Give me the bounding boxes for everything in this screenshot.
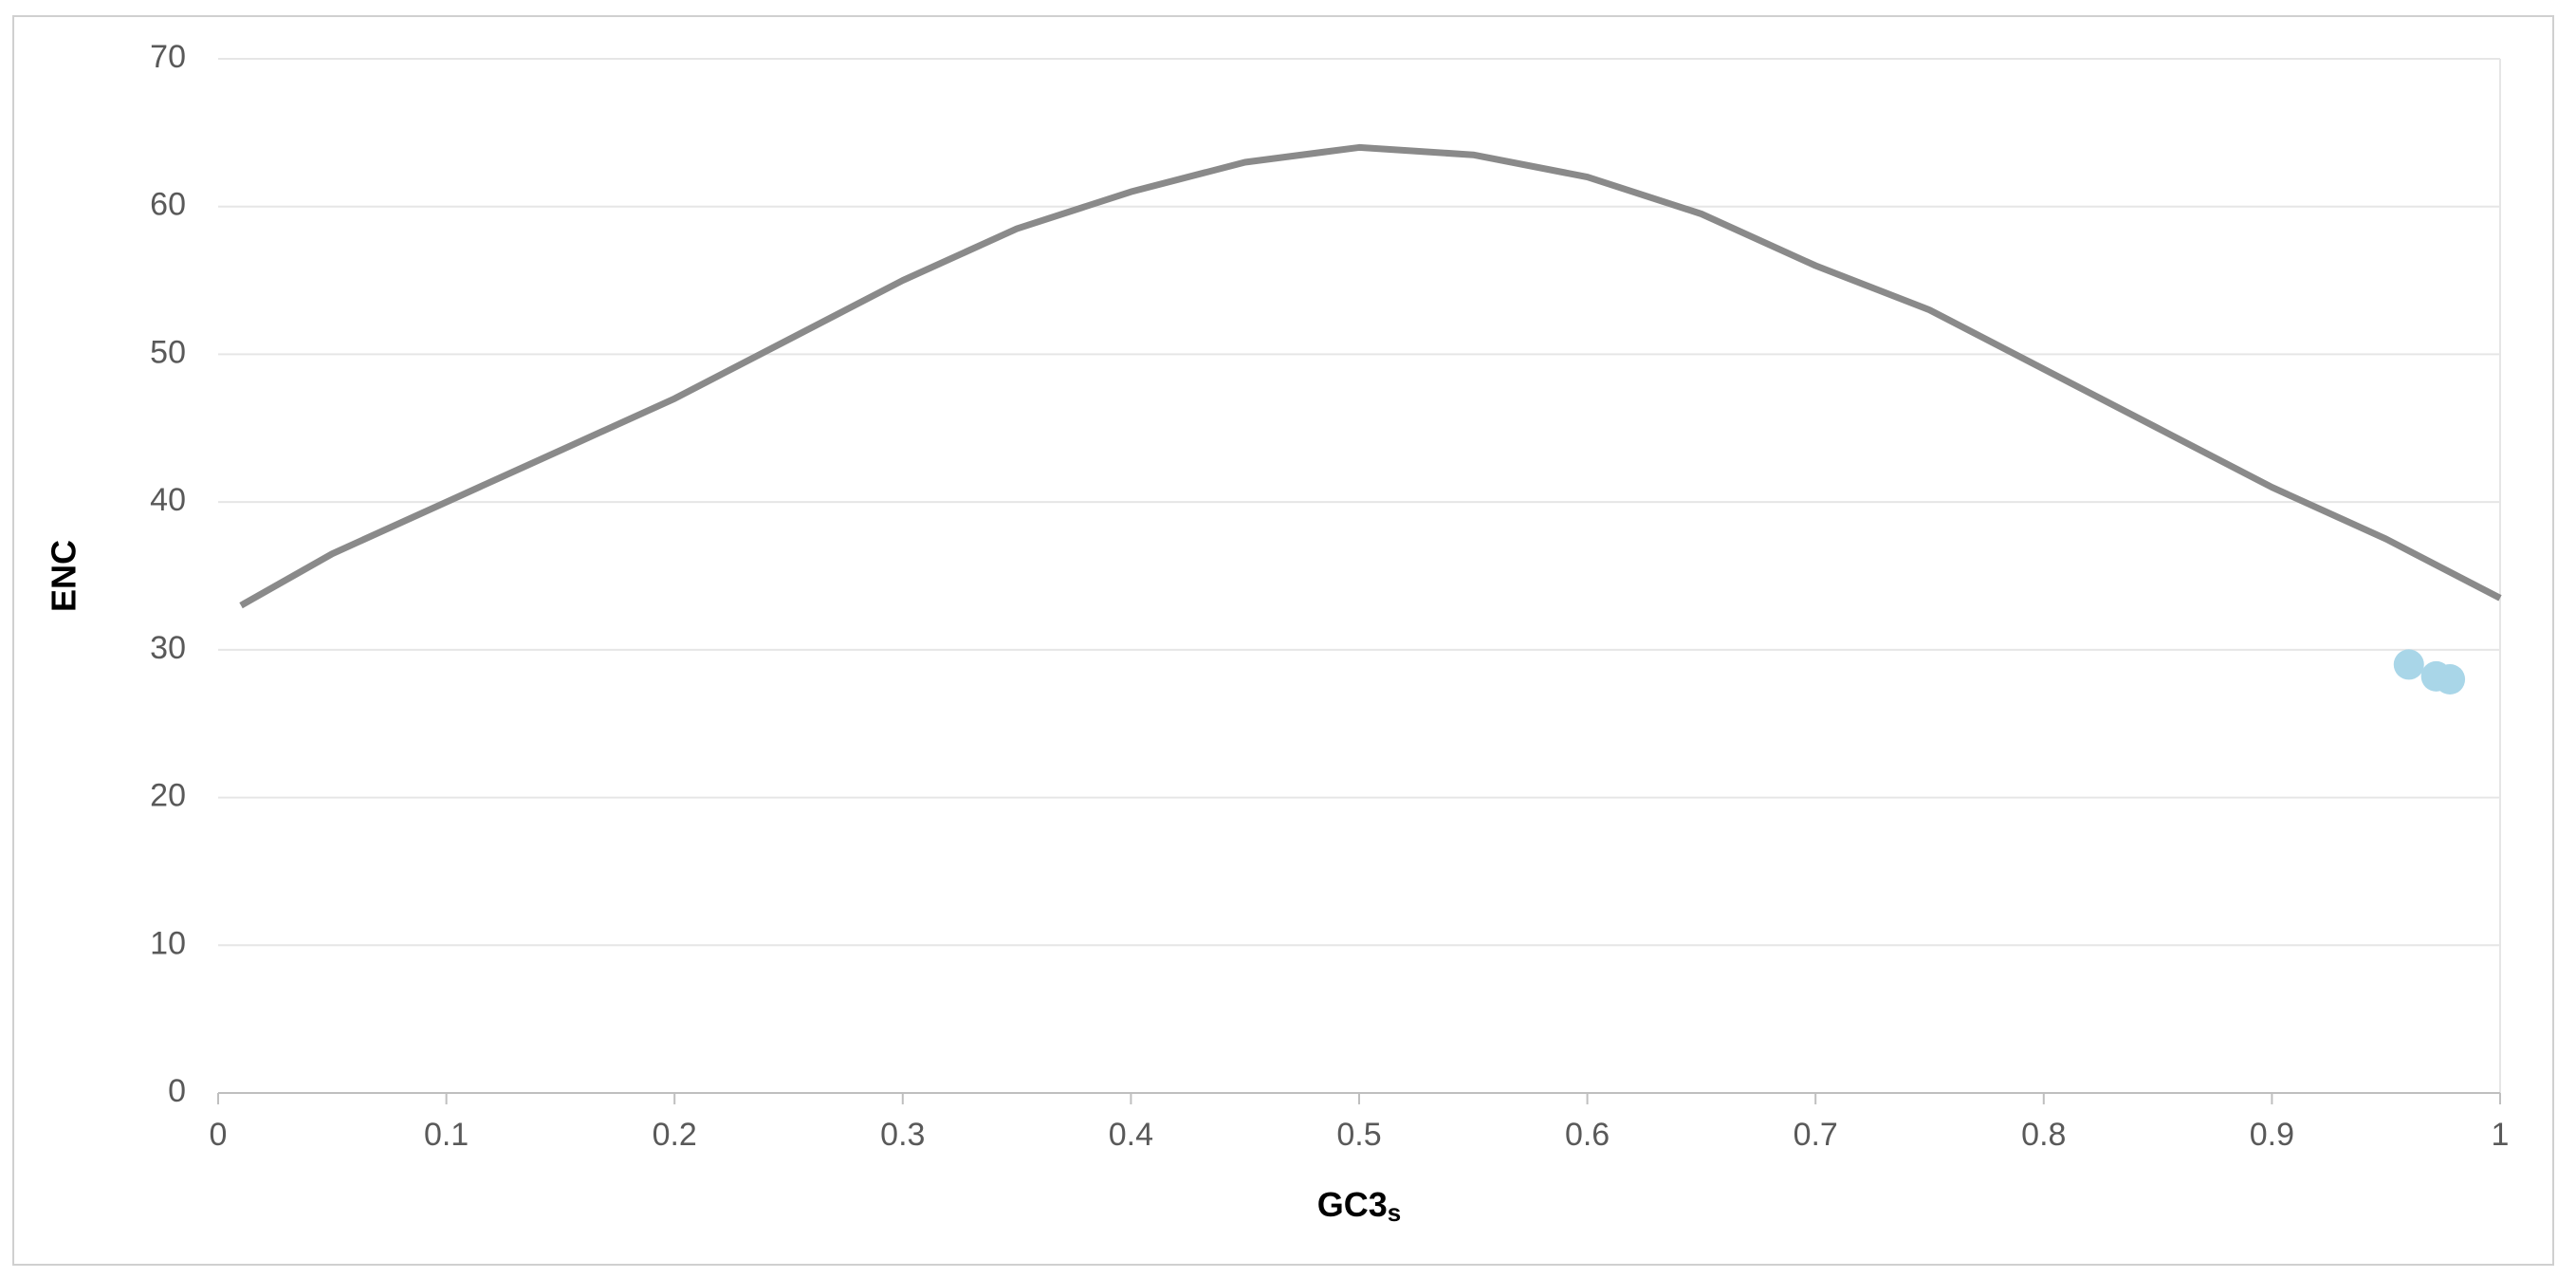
x-tick-label: 0.3 (880, 1117, 925, 1153)
y-tick-label: 30 (150, 630, 186, 666)
y-tick-label: 0 (168, 1073, 186, 1109)
x-tick-label: 0.1 (424, 1117, 469, 1153)
x-tick-label: 0.8 (2021, 1117, 2066, 1153)
x-tick-label: 0.6 (1565, 1117, 1610, 1153)
y-tick-label: 60 (150, 187, 186, 223)
scatter-point (2393, 649, 2424, 680)
x-tick-label: 0.2 (653, 1117, 697, 1153)
y-tick-label: 10 (150, 925, 186, 961)
x-tick-label: 1 (2492, 1117, 2510, 1153)
x-tick-label: 0.9 (2250, 1117, 2294, 1153)
chart-border (12, 15, 2554, 1266)
y-tick-label: 50 (150, 334, 186, 370)
x-tick-label: 0.5 (1336, 1117, 1381, 1153)
x-tick-label: 0.7 (1794, 1117, 1838, 1153)
x-tick-label: 0 (210, 1117, 228, 1153)
expected-curve (239, 143, 2502, 609)
x-tick-label: 0.4 (1109, 1117, 1153, 1153)
y-tick-label: 70 (150, 39, 186, 75)
scatter-point (2435, 664, 2466, 695)
y-axis-label: ENC (45, 540, 83, 612)
y-tick-label: 40 (150, 482, 186, 518)
x-axis-label: GC3s (1317, 1185, 1402, 1227)
y-tick-label: 20 (150, 778, 186, 814)
